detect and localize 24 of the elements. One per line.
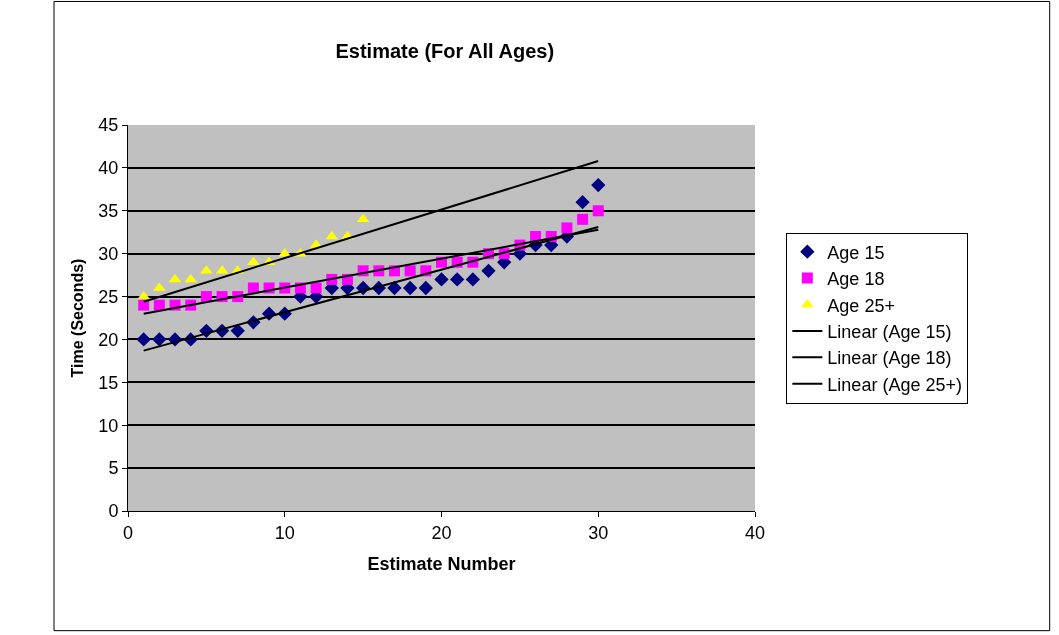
y-tick-label: 30 xyxy=(98,243,119,264)
y-tick-label: 5 xyxy=(108,458,119,479)
y-tick-label: 25 xyxy=(98,286,119,307)
legend-label: Linear (Age 15) xyxy=(827,321,952,342)
y-tick-label: 10 xyxy=(98,415,119,436)
y-axis-title: Time (Seconds) xyxy=(69,258,87,378)
legend-label: Age 25+ xyxy=(827,295,895,316)
x-tick-label: 30 xyxy=(588,522,609,543)
y-tick-label: 40 xyxy=(98,158,119,179)
y-tick-label: 35 xyxy=(98,201,119,222)
legend-label: Linear (Age 18) xyxy=(827,348,952,369)
legend-label: Linear (Age 25+) xyxy=(827,374,962,395)
y-tick-label: 20 xyxy=(98,329,119,350)
x-axis-title: Estimate Number xyxy=(367,553,516,574)
x-tick-label: 10 xyxy=(274,522,295,543)
y-tick-label: 0 xyxy=(108,501,119,522)
x-tick-label: 0 xyxy=(122,522,134,543)
x-tick-label: 40 xyxy=(744,522,766,543)
y-tick-label: 45 xyxy=(98,115,119,136)
x-tick-label: 20 xyxy=(431,522,452,543)
y-tick-label: 15 xyxy=(98,372,119,393)
legend-label: Age 15 xyxy=(827,242,885,263)
chart-title: Estimate (For All Ages) xyxy=(335,40,555,63)
legend-label: Age 18 xyxy=(827,269,885,290)
